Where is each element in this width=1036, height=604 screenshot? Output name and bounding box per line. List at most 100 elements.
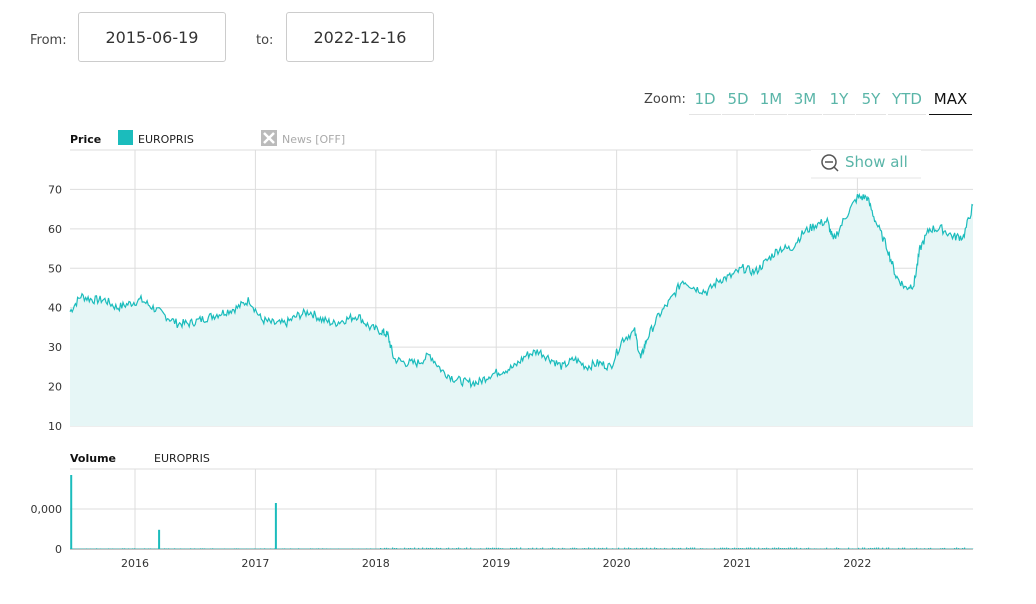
volume-bar: [566, 548, 568, 549]
zoom-max-button[interactable]: MAX: [929, 88, 972, 115]
volume-bar: [368, 548, 370, 549]
volume-bar: [740, 548, 742, 549]
volume-bar: [258, 548, 260, 549]
legend-series[interactable]: EUROPRIS: [138, 133, 194, 146]
zoom-5y-button[interactable]: 5Y: [856, 88, 886, 115]
volume-bar: [124, 548, 126, 549]
volume-bar: [354, 548, 356, 549]
volume-bar: [546, 548, 548, 549]
volume-bar: [770, 548, 772, 549]
volume-bar: [694, 547, 696, 549]
volume-bar: [860, 548, 862, 549]
volume-bar: [110, 548, 112, 549]
volume-bar: [854, 548, 856, 549]
from-date-input[interactable]: 2015-06-19: [78, 12, 226, 62]
volume-bar: [150, 548, 152, 549]
volume-bar: [632, 548, 634, 549]
volume-bar: [84, 548, 86, 549]
volume-bar: [236, 548, 238, 549]
volume-bar: [890, 548, 892, 549]
volume-bar: [414, 547, 416, 549]
volume-bar: [154, 548, 156, 549]
zoom-3m-button[interactable]: 3M: [788, 88, 822, 115]
volume-bar: [226, 548, 228, 549]
legend-swatch[interactable]: [118, 130, 133, 145]
volume-bar: [456, 548, 458, 549]
volume-bar: [140, 548, 142, 549]
show-all-button[interactable]: Show all: [811, 150, 921, 179]
volume-bar: [514, 548, 516, 549]
volume-bar: [246, 548, 248, 549]
volume-bar: [722, 547, 724, 549]
news-toggle[interactable]: News [OFF]: [282, 133, 345, 146]
volume-bar: [324, 548, 326, 549]
volume-bar: [814, 548, 816, 549]
volume-bar: [166, 548, 168, 549]
volume-bar: [912, 548, 914, 549]
volume-bar: [470, 547, 472, 549]
zoom-5d-button[interactable]: 5D: [722, 88, 754, 115]
zoom-1y-button[interactable]: 1Y: [823, 88, 855, 115]
volume-bar: [878, 547, 880, 549]
zoom-1d-button[interactable]: 1D: [689, 88, 721, 115]
volume-bar: [432, 548, 434, 549]
volume-bar: [846, 548, 848, 549]
volume-bar: [106, 548, 108, 549]
volume-bar: [648, 548, 650, 549]
volume-bar: [666, 548, 668, 549]
volume-bar: [706, 548, 708, 549]
volume-bar: [474, 548, 476, 549]
volume-bar: [112, 548, 114, 549]
volume-bar: [956, 547, 958, 549]
x-tick-label: 2018: [362, 557, 390, 570]
volume-bar: [834, 548, 836, 549]
volume-bar: [810, 548, 812, 549]
volume-bar: [78, 548, 80, 549]
volume-bar: [726, 547, 728, 549]
volume-bar: [840, 548, 842, 549]
volume-bar: [812, 548, 814, 549]
volume-bar: [288, 548, 290, 549]
volume-bar: [574, 547, 576, 549]
volume-bar: [602, 547, 604, 549]
volume-bar: [468, 548, 470, 549]
volume-bar: [156, 548, 158, 549]
volume-bar: [294, 548, 296, 549]
volume-bar: [208, 548, 210, 549]
volume-bar: [452, 548, 454, 549]
volume-bar: [556, 548, 558, 549]
zoom-ytd-button[interactable]: YTD: [888, 88, 926, 115]
volume-tick-label: 0: [55, 543, 62, 556]
volume-bar: [866, 548, 868, 549]
volume-bar: [364, 548, 366, 549]
volume-bar: [718, 548, 720, 549]
volume-bar: [312, 548, 314, 549]
volume-bar: [788, 547, 790, 549]
volume-bar: [778, 547, 780, 549]
volume-bar: [308, 548, 310, 549]
volume-bar: [596, 548, 598, 549]
volume-bar: [712, 548, 714, 549]
volume-bar: [372, 548, 374, 549]
volume-bar: [316, 548, 318, 549]
volume-bar: [568, 548, 570, 549]
volume-bar: [756, 548, 758, 549]
zoom-1m-button[interactable]: 1M: [755, 88, 787, 115]
volume-bar: [148, 548, 150, 549]
volume-bar: [360, 548, 362, 549]
to-date-input[interactable]: 2022-12-16: [286, 12, 434, 62]
news-toggle-icon[interactable]: [261, 130, 277, 146]
volume-bar: [164, 548, 166, 549]
volume-bar: [724, 547, 726, 549]
volume-bar: [832, 548, 834, 549]
y-tick-label: 20: [48, 381, 62, 394]
volume-bar: [676, 548, 678, 549]
volume-bar: [108, 548, 110, 549]
volume-bar: [942, 548, 944, 549]
volume-bar: [508, 548, 510, 549]
volume-bar: [528, 548, 530, 549]
volume-bar: [292, 548, 294, 549]
volume-bar: [744, 548, 746, 549]
volume-bar: [186, 548, 188, 549]
volume-bar: [418, 547, 420, 549]
